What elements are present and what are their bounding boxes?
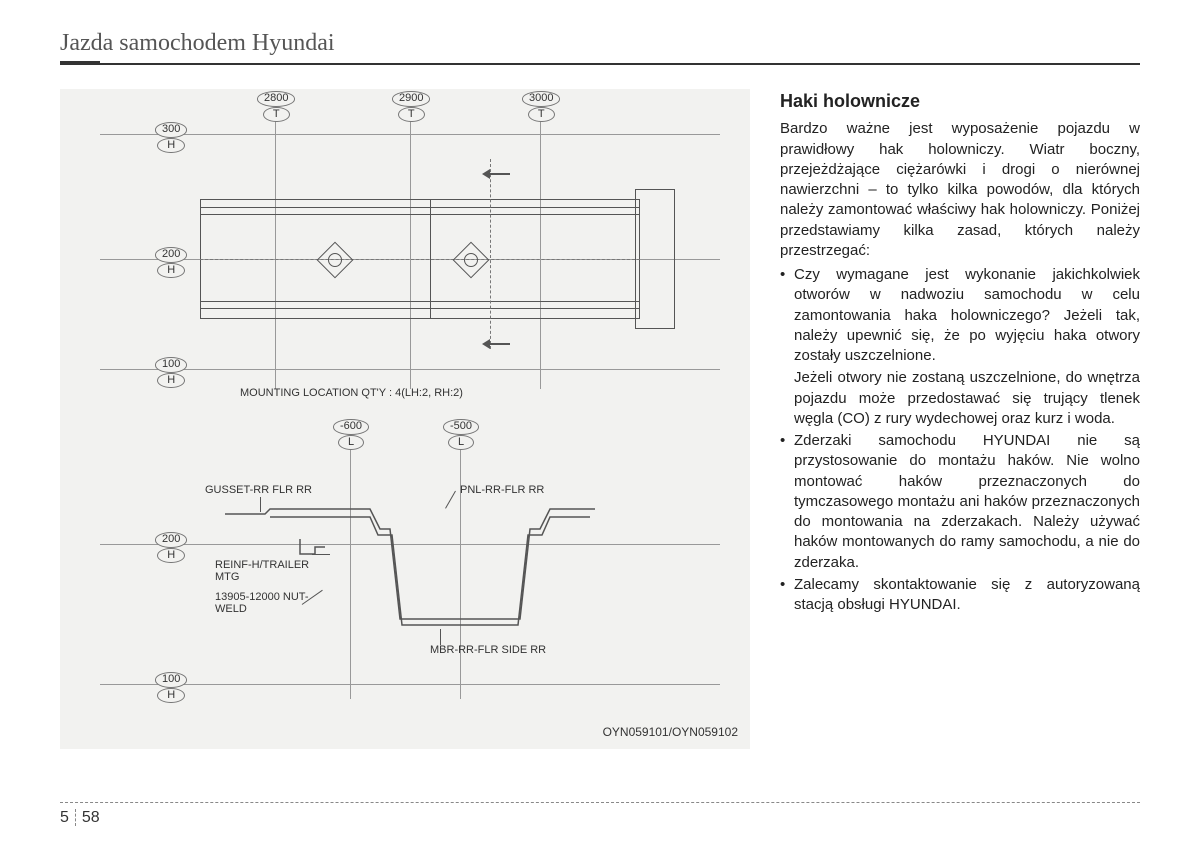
arrow-icon — [482, 339, 490, 349]
list-item: Zalecamy skontaktowanie się z autory­zow… — [780, 575, 1140, 616]
header-accent — [60, 61, 100, 65]
callout-axis: H — [167, 549, 175, 561]
callout-value: 100 — [162, 673, 180, 685]
callout-top: -600 L — [333, 419, 369, 450]
content-row: 2800 T 2900 T 3000 T 300 H 200 H 100 H — [60, 89, 1140, 749]
list-item: Czy wymagane jest wykonanie jakich­kolwi… — [780, 265, 1140, 366]
part-label: 13905-12000 NUT-WELD — [215, 591, 325, 615]
callout-value: 3000 — [529, 92, 553, 104]
leader-line — [312, 554, 330, 555]
callout-left: 300 H — [155, 122, 187, 153]
diagram-code: OYN059101/OYN059102 — [603, 725, 738, 739]
callout-value: 200 — [162, 248, 180, 260]
callout-value: 200 — [162, 533, 180, 545]
callout-top: 2800 T — [257, 91, 295, 122]
callout-axis: H — [167, 264, 175, 276]
mounting-label: MOUNTING LOCATION QT'Y : 4(LH:2, RH:2) — [240, 387, 463, 399]
continuation-paragraph: Jeżeli otwory nie zostaną uszczelnio­ne,… — [780, 368, 1140, 429]
page-header: Jazda samochodem Hyundai — [60, 30, 1140, 65]
chassis-end — [635, 189, 675, 329]
text-column: Haki holownicze Bardzo ważne jest wyposa… — [780, 89, 1140, 749]
callout-axis: T — [538, 108, 545, 120]
section-heading: Haki holownicze — [780, 89, 1140, 113]
chassis-detail — [200, 301, 640, 309]
callout-top: -500 L — [443, 419, 479, 450]
bullet-list: Zderzaki samochodu HYUNDAI nie są przyst… — [780, 431, 1140, 615]
gridline — [100, 684, 720, 685]
callout-axis: H — [167, 689, 175, 701]
arrow-icon — [482, 169, 490, 179]
callout-value: 300 — [162, 123, 180, 135]
callout-axis: H — [167, 139, 175, 151]
callout-left: 200 H — [155, 532, 187, 563]
intro-paragraph: Bardzo ważne jest wyposażenie pojazdu w … — [780, 119, 1140, 261]
bullet-list: Czy wymagane jest wykonanie jakich­kolwi… — [780, 265, 1140, 366]
callout-top: 3000 T — [522, 91, 560, 122]
callout-left: 100 H — [155, 357, 187, 388]
page-number: 58 — [76, 809, 100, 826]
callout-axis: T — [273, 108, 280, 120]
callout-axis: T — [408, 108, 415, 120]
chapter-number: 5 — [60, 809, 76, 826]
part-label: GUSSET-RR FLR RR — [205, 484, 312, 496]
arrow-stem — [490, 173, 510, 175]
part-label: REINF-H/TRAILER MTG — [215, 559, 325, 583]
callout-value: 2800 — [264, 92, 288, 104]
callout-value: 2900 — [399, 92, 423, 104]
technical-diagram: 2800 T 2900 T 3000 T 300 H 200 H 100 H — [60, 89, 750, 749]
leader-line — [440, 629, 441, 645]
callout-top: 2900 T — [392, 91, 430, 122]
page-title: Jazda samochodem Hyundai — [60, 30, 1140, 57]
centerline — [200, 259, 640, 260]
chassis-detail — [200, 207, 640, 215]
callout-value: 100 — [162, 358, 180, 370]
arrow-stem — [490, 343, 510, 345]
dash-vline — [490, 159, 491, 349]
callout-value: -600 — [340, 420, 362, 432]
part-label: PNL-RR-FLR RR — [460, 484, 544, 496]
page-footer: 558 — [60, 802, 1140, 827]
callout-axis: L — [458, 436, 464, 448]
callout-axis: L — [348, 436, 354, 448]
leader-line — [260, 497, 261, 512]
callout-axis: H — [167, 374, 175, 386]
callout-left: 200 H — [155, 247, 187, 278]
list-item: Zderzaki samochodu HYUNDAI nie są przyst… — [780, 431, 1140, 573]
callout-value: -500 — [450, 420, 472, 432]
part-label: MBR-RR-FLR SIDE RR — [430, 644, 546, 656]
callout-left: 100 H — [155, 672, 187, 703]
